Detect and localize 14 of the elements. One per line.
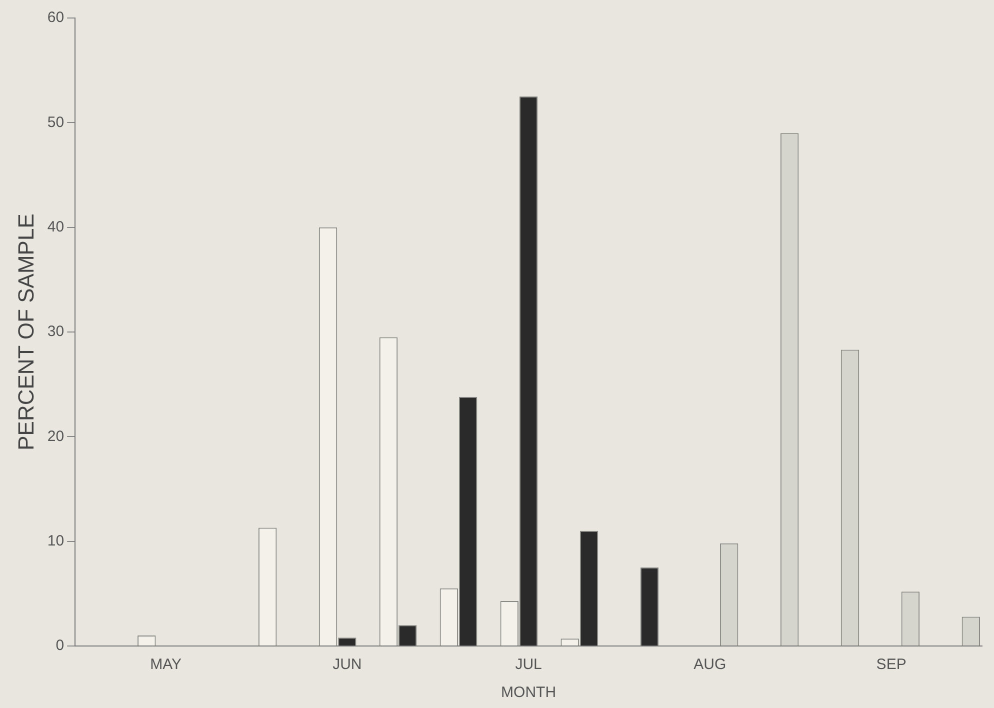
y-tick-label: 20 [47, 428, 64, 445]
y-axis-title: PERCENT OF SAMPLE [13, 214, 38, 450]
y-tick-label: 10 [47, 532, 64, 550]
x-tick-label: JUL [515, 656, 542, 674]
y-tick-label: 0 [56, 637, 64, 654]
y-tick-label: 40 [47, 218, 64, 236]
x-tick-label: AUG [694, 656, 726, 674]
x-axis-title: MONTH [501, 684, 556, 702]
y-tick-label: 30 [47, 323, 64, 340]
x-tick-label: SEP [876, 656, 906, 674]
y-tick-label: 60 [47, 9, 64, 26]
x-tick-label: JUN [332, 656, 362, 674]
x-tick-label: MAY [150, 656, 182, 674]
y-tick-label: 50 [47, 114, 64, 131]
